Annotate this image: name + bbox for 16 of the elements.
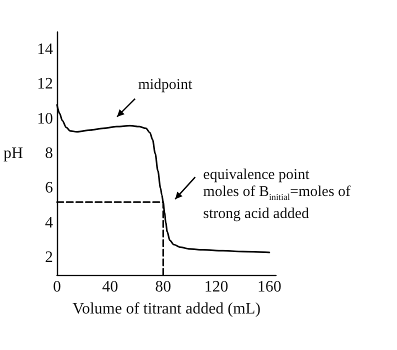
y-axis-title: pH	[3, 145, 24, 162]
annotation: midpoint	[138, 76, 192, 94]
y-tick-label: 2	[45, 249, 53, 266]
x-tick-label: 160	[257, 278, 282, 296]
annotation: equivalence point moles of B$_{initial}$=moles of strong acid added	[203, 167, 351, 224]
y-tick-label: 6	[45, 180, 53, 197]
x-tick-label: 80	[155, 278, 172, 296]
y-tick-label: 12	[37, 76, 53, 93]
x-tick-label: 40	[102, 278, 118, 296]
x-tick-label: 120	[204, 278, 228, 296]
y-tick-label: 4	[45, 214, 53, 232]
y-tick-label: 10	[37, 110, 53, 128]
x-tick-label: 0	[53, 278, 61, 296]
y-tick-label: 14	[37, 40, 53, 58]
x-axis-title: Volume of titrant added (mL)	[72, 300, 261, 318]
y-tick-label: 8	[45, 145, 53, 162]
